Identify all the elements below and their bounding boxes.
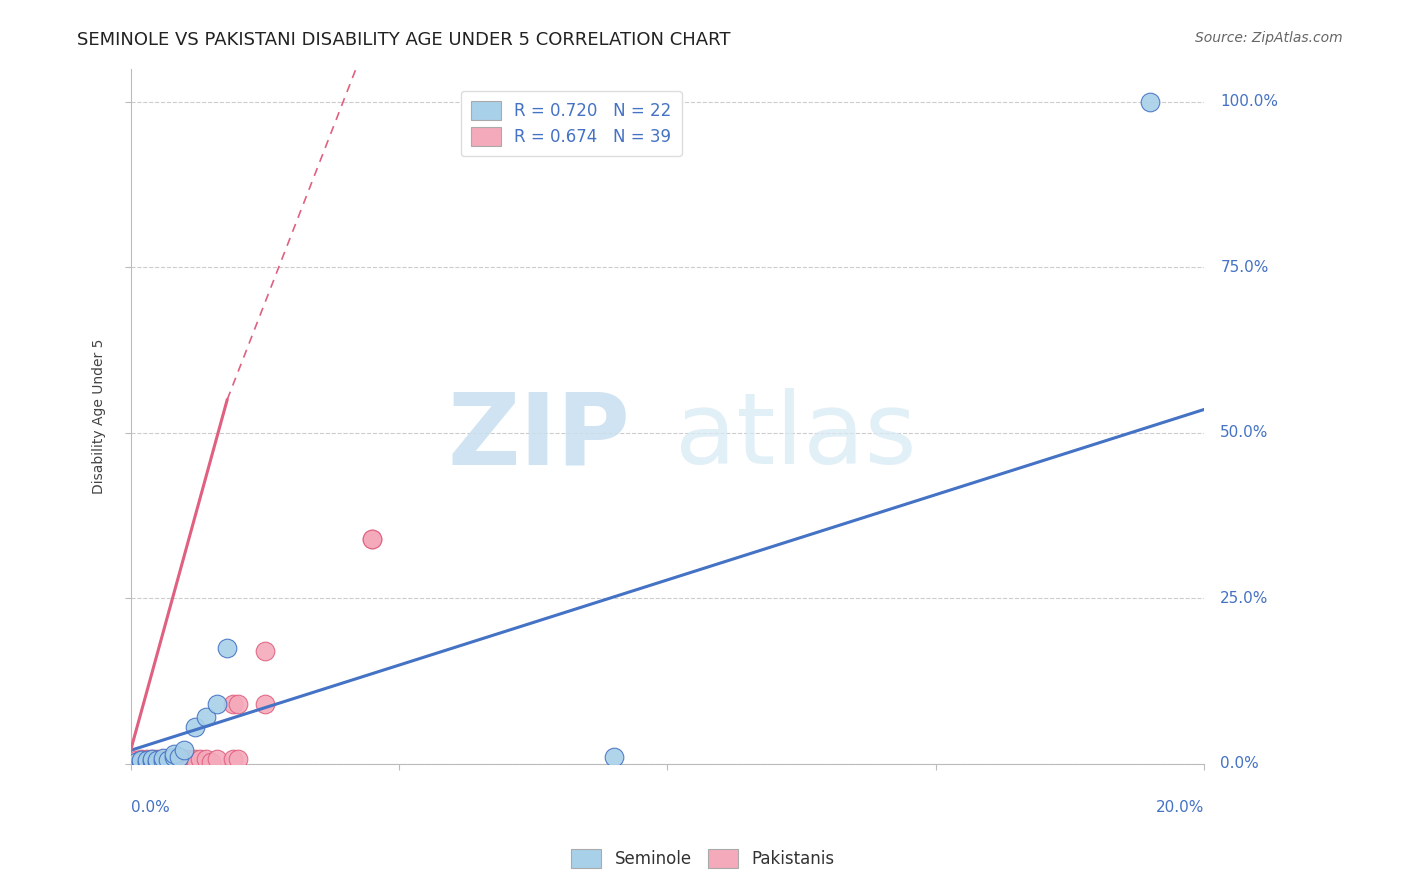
Point — [173, 743, 195, 757]
Point — [157, 753, 180, 767]
Point — [125, 753, 148, 767]
Point — [162, 747, 184, 761]
Y-axis label: Disability Age Under 5: Disability Age Under 5 — [93, 338, 107, 494]
Point — [167, 753, 190, 767]
Point — [173, 752, 195, 766]
Point — [226, 697, 249, 711]
Point — [125, 755, 148, 769]
Text: Source: ZipAtlas.com: Source: ZipAtlas.com — [1195, 31, 1343, 45]
Point — [205, 752, 228, 766]
Point — [135, 755, 157, 769]
Point — [146, 755, 169, 769]
Text: 0.0%: 0.0% — [131, 800, 169, 815]
Point — [184, 755, 207, 769]
Point — [200, 755, 222, 769]
Point — [221, 697, 243, 711]
Point — [190, 752, 212, 766]
Point — [253, 697, 276, 711]
Point — [131, 755, 153, 769]
Point — [146, 753, 169, 767]
Point — [131, 755, 153, 769]
Point — [141, 752, 163, 766]
Point — [217, 640, 239, 655]
Point — [162, 750, 184, 764]
Point — [146, 753, 169, 767]
Point — [131, 752, 153, 766]
Text: 50.0%: 50.0% — [1220, 425, 1268, 440]
Text: 75.0%: 75.0% — [1220, 260, 1268, 275]
Point — [361, 532, 384, 546]
Point — [125, 755, 148, 769]
Text: SEMINOLE VS PAKISTANI DISABILITY AGE UNDER 5 CORRELATION CHART: SEMINOLE VS PAKISTANI DISABILITY AGE UND… — [77, 31, 731, 49]
Point — [194, 710, 217, 724]
Point — [152, 754, 174, 768]
Point — [152, 755, 174, 769]
Point — [135, 752, 157, 766]
Point — [603, 750, 626, 764]
Point — [146, 752, 169, 766]
Point — [135, 755, 157, 769]
Point — [194, 752, 217, 766]
Point — [1139, 95, 1161, 109]
Point — [162, 755, 184, 769]
Text: 0.0%: 0.0% — [1220, 756, 1258, 771]
Point — [152, 751, 174, 765]
Point — [184, 752, 207, 766]
Point — [162, 752, 184, 766]
Point — [152, 752, 174, 766]
Point — [173, 755, 195, 769]
Point — [361, 532, 384, 546]
Point — [179, 752, 201, 766]
Point — [253, 644, 276, 658]
Point — [221, 752, 243, 766]
Point — [131, 753, 153, 767]
Text: atlas: atlas — [675, 388, 917, 485]
Point — [157, 755, 180, 769]
Point — [205, 697, 228, 711]
Point — [157, 753, 180, 767]
Point — [135, 753, 157, 767]
Legend: Seminole, Pakistanis: Seminole, Pakistanis — [565, 842, 841, 875]
Point — [146, 755, 169, 769]
Point — [141, 754, 163, 768]
Point — [226, 752, 249, 766]
Point — [157, 752, 180, 766]
Point — [167, 750, 190, 764]
Point — [131, 753, 153, 767]
Point — [135, 753, 157, 767]
Text: 20.0%: 20.0% — [1156, 800, 1204, 815]
Point — [184, 720, 207, 734]
Point — [141, 755, 163, 769]
Text: 25.0%: 25.0% — [1220, 591, 1268, 606]
Point — [141, 752, 163, 766]
Point — [141, 753, 163, 767]
Legend: R = 0.720   N = 22, R = 0.674   N = 39: R = 0.720 N = 22, R = 0.674 N = 39 — [461, 91, 682, 156]
Text: 100.0%: 100.0% — [1220, 95, 1278, 109]
Text: ZIP: ZIP — [447, 388, 630, 485]
